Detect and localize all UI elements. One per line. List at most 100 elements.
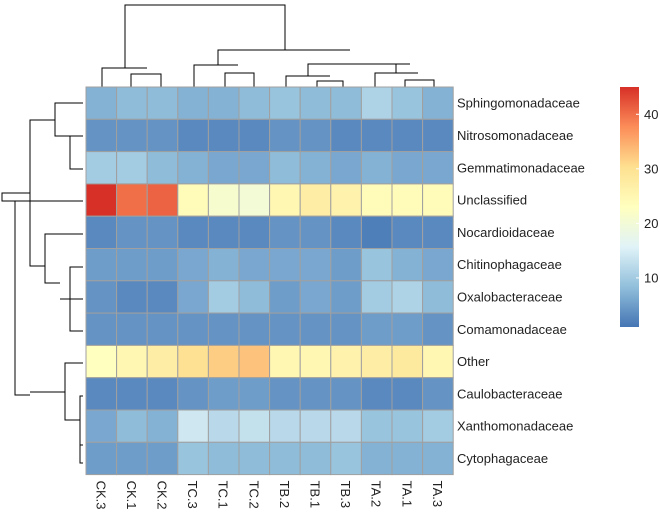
- heatmap-cell: [299, 312, 332, 346]
- heatmap-cell: [177, 183, 209, 217]
- heatmap-cell: [207, 312, 240, 346]
- heatmap-cell: [207, 344, 240, 379]
- heatmap-cell: [330, 118, 362, 153]
- heatmap-cell: [146, 118, 179, 153]
- heatmap-cell: [207, 118, 240, 153]
- heatmap-cell: [238, 280, 271, 314]
- row-label: Cytophagaceae: [457, 451, 548, 466]
- legend-tick-label: 10: [644, 270, 658, 285]
- heatmap-cell: [85, 409, 118, 443]
- heatmap-cell: [85, 377, 118, 411]
- heatmap-cell: [85, 118, 118, 153]
- heatmap-cell: [299, 86, 332, 120]
- row-dendrogram: [1, 102, 83, 464]
- row-dendrogram-branch: [1, 192, 30, 202]
- heatmap-cell: [238, 86, 271, 120]
- heatmap-cell: [391, 344, 424, 379]
- heatmap-cell: [330, 377, 362, 411]
- heatmap-cell: [422, 86, 454, 120]
- row-label: Nitrosomonadaceae: [457, 128, 573, 143]
- heatmap-cell: [360, 215, 393, 249]
- row-dendrogram-branch: [60, 266, 83, 300]
- heatmap-cell: [391, 118, 424, 153]
- column-dendrogram-branch: [130, 73, 162, 87]
- heatmap-cell: [330, 409, 362, 443]
- heatmap-cell: [146, 183, 179, 217]
- heatmap-cell: [269, 280, 301, 314]
- heatmap-cell: [269, 377, 301, 411]
- heatmap-cell: [85, 183, 118, 217]
- heatmap-cell: [269, 312, 301, 346]
- column-dendrogram: [101, 4, 435, 87]
- column-labels: CK.3 CK.1 CK.2 TC.3 TC.1 TC.2 TB.2 TB.1 TB.3 TA.2…: [93, 481, 445, 510]
- heatmap-cell: [391, 183, 424, 217]
- heatmap-cell: [330, 183, 362, 217]
- heatmap-cell: [391, 151, 424, 185]
- row-label: Chitinophagaceae: [457, 257, 562, 272]
- heatmap-cell: [391, 377, 424, 411]
- heatmap-cell: [299, 441, 332, 476]
- heatmap-cell: [360, 86, 393, 120]
- heatmap-cell: [391, 409, 424, 443]
- row-label: Xanthomonadaceae: [457, 419, 573, 434]
- heatmap-cell: [238, 248, 271, 282]
- heatmap-cell: [116, 280, 148, 314]
- heatmap-cell: [146, 86, 179, 120]
- heatmap-cell: [299, 118, 332, 153]
- heatmap-cell: [116, 248, 148, 282]
- heatmap-cell: [85, 151, 118, 185]
- heatmap-cell: [299, 248, 332, 282]
- heatmap-cell: [207, 86, 240, 120]
- heatmap-cell: [177, 86, 209, 120]
- heatmap-cell: [177, 151, 209, 185]
- heatmap-cells: [85, 86, 454, 476]
- heatmap-cell: [116, 86, 148, 120]
- heatmap-cell: [330, 344, 362, 379]
- heatmap-cell: [299, 409, 332, 443]
- row-dendrogram-branch: [69, 298, 83, 332]
- heatmap-cell: [391, 248, 424, 282]
- heatmap-cell: [391, 280, 424, 314]
- heatmap-cell: [330, 86, 362, 120]
- heatmap-cell: [207, 215, 240, 249]
- legend-tick-label: 30: [644, 161, 658, 176]
- heatmap-cell: [269, 441, 301, 476]
- heatmap-cell: [177, 215, 209, 249]
- heatmap-cell: [360, 441, 393, 476]
- column-dendrogram-branch: [101, 67, 147, 87]
- heatmap-cell: [116, 151, 148, 185]
- row-dendrogram-branch: [14, 200, 83, 396]
- heatmap-cell: [330, 312, 362, 346]
- heatmap-cell: [269, 183, 301, 217]
- heatmap-cell: [391, 441, 424, 476]
- heatmap-cell: [422, 248, 454, 282]
- heatmap-cell: [177, 441, 209, 476]
- heatmap-cell: [422, 377, 454, 411]
- heatmap-cell: [422, 151, 454, 185]
- heatmap-cell: [360, 280, 393, 314]
- heatmap-cell: [207, 409, 240, 443]
- heatmap-cell: [146, 409, 179, 443]
- heatmap-cell: [360, 312, 393, 346]
- heatmap-cell: [330, 151, 362, 185]
- color-legend: 10 20 30 40: [620, 87, 658, 327]
- column-label: TC.1: [216, 481, 231, 509]
- column-label: TA.3: [430, 481, 445, 508]
- heatmap-cell: [360, 151, 393, 185]
- heatmap-cell: [85, 441, 118, 476]
- column-label: TA.2: [369, 481, 384, 508]
- column-dendrogram-branch: [217, 49, 350, 65]
- heatmap-cell: [238, 344, 271, 379]
- heatmap-cell: [360, 118, 393, 153]
- heatmap-cell: [299, 280, 332, 314]
- row-label: Gemmatimonadaceae: [457, 160, 585, 175]
- heatmap-cell: [238, 409, 271, 443]
- column-dendrogram-branch: [374, 72, 418, 87]
- heatmap-cell: [330, 248, 362, 282]
- heatmap-cell: [269, 118, 301, 153]
- heatmap-cell: [146, 151, 179, 185]
- row-dendrogram-branch: [69, 135, 83, 170]
- heatmap-cell: [85, 248, 118, 282]
- heatmap-cell: [116, 409, 148, 443]
- heatmap-cell: [207, 151, 240, 185]
